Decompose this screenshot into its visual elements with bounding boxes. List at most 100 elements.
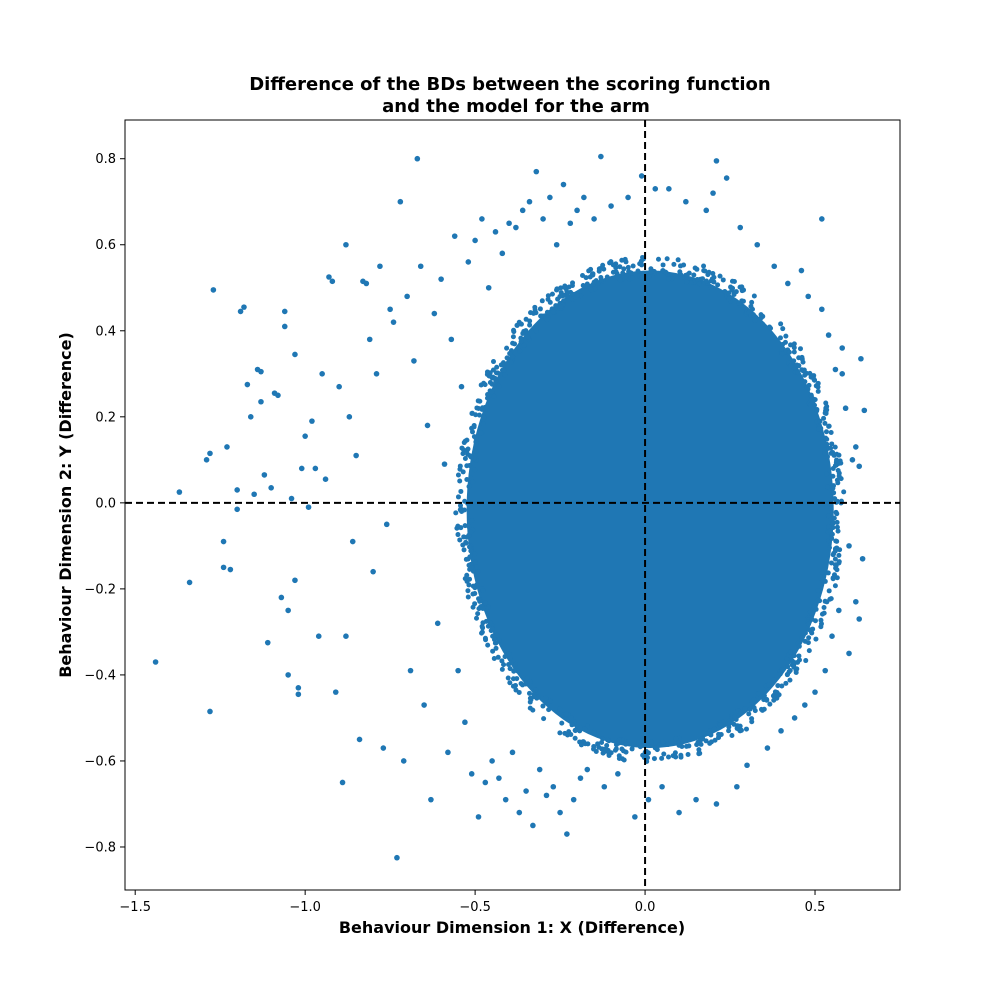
data-point [234, 506, 240, 513]
edge-point [802, 379, 808, 385]
data-point [458, 383, 465, 390]
edge-point [836, 552, 842, 558]
edge-point [701, 263, 707, 269]
edge-point [528, 310, 534, 316]
edge-point [726, 724, 732, 730]
edge-point [813, 606, 819, 612]
data-point [506, 220, 512, 227]
edge-point [806, 382, 812, 388]
edge-point [799, 367, 805, 373]
edge-point [591, 743, 597, 749]
data-point [842, 405, 849, 412]
edge-point [465, 594, 471, 600]
edge-point [458, 503, 464, 509]
edge-point [830, 449, 836, 455]
data-point [791, 715, 798, 721]
edge-point [830, 575, 836, 581]
edge-point [518, 321, 524, 327]
edge-point [494, 364, 500, 370]
edge-point [623, 741, 629, 747]
edge-point [671, 261, 677, 267]
data-point [414, 155, 421, 162]
edge-point [841, 489, 847, 495]
data-point [625, 194, 631, 201]
edge-point [786, 349, 792, 355]
edge-point [479, 623, 485, 629]
edge-point [561, 298, 567, 304]
x-tick-label: −1.0 [289, 900, 321, 915]
edge-point [720, 277, 726, 283]
edge-point [819, 570, 825, 576]
edge-point [569, 283, 575, 289]
edge-point [831, 515, 837, 521]
edge-point [678, 752, 684, 758]
edge-point [511, 327, 517, 333]
data-point [861, 407, 868, 414]
data-point [468, 771, 475, 777]
data-point [349, 538, 356, 545]
x-tick-label: 0.0 [635, 900, 656, 915]
edge-point [474, 615, 480, 621]
edge-point [625, 264, 631, 270]
data-point [285, 672, 291, 678]
data-point [244, 381, 251, 388]
edge-point [589, 271, 595, 277]
edge-point [481, 414, 487, 420]
edge-point [743, 726, 749, 732]
edge-point [684, 279, 690, 285]
edge-point [824, 471, 830, 477]
edge-point [830, 520, 836, 526]
edge-point [512, 341, 518, 347]
edge-point [726, 296, 732, 302]
edge-point [708, 739, 714, 745]
data-point [723, 175, 730, 181]
edge-point [672, 750, 678, 756]
edge-point [505, 675, 511, 681]
edge-point [485, 391, 491, 397]
data-point [278, 594, 285, 601]
edge-point [826, 423, 832, 429]
edge-point [470, 479, 476, 485]
edge-point [746, 711, 752, 717]
edge-point [684, 272, 690, 278]
edge-point [523, 681, 529, 687]
edge-point [761, 693, 767, 699]
data-point [336, 383, 342, 390]
edge-point [539, 298, 545, 304]
y-tick-label: 0.6 [95, 238, 116, 253]
data-point [292, 577, 298, 584]
y-tick-label: 0.4 [95, 324, 116, 339]
edge-point [716, 731, 722, 737]
data-point [659, 783, 665, 790]
data-point [676, 809, 682, 816]
edge-point [695, 739, 701, 745]
data-point [292, 351, 298, 358]
data-point [186, 579, 193, 586]
data-point [387, 306, 393, 313]
data-point [802, 702, 808, 708]
data-point [829, 633, 835, 640]
data-point [581, 194, 587, 201]
edge-point [822, 578, 828, 584]
data-point [734, 783, 740, 790]
data-point [176, 489, 183, 495]
edge-point [832, 444, 838, 450]
edge-point [467, 544, 473, 550]
data-point [261, 472, 268, 478]
edge-point [830, 473, 836, 479]
x-tick-label: −1.5 [119, 900, 151, 915]
edge-point [484, 395, 490, 401]
dense-cloud-edge-points [453, 254, 847, 764]
data-point [744, 762, 750, 769]
edge-point [607, 260, 613, 266]
edge-point [630, 263, 636, 269]
y-axis-label: Behaviour Dimension 2: Y (Difference) [56, 332, 75, 678]
data-point [462, 719, 468, 726]
edge-point [748, 303, 754, 309]
edge-point [828, 505, 834, 511]
edge-point [491, 393, 497, 399]
edge-point [465, 588, 471, 594]
edge-point [639, 274, 645, 280]
edge-point [821, 610, 827, 616]
